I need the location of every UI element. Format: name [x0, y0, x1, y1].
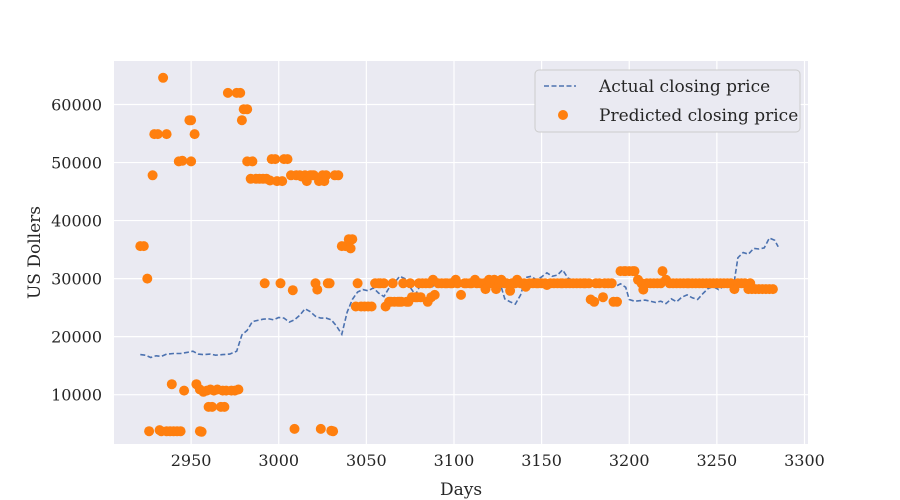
- predicted-point: [657, 266, 668, 277]
- predicted-point: [233, 384, 244, 395]
- predicted-point: [158, 72, 169, 83]
- predicted-point: [345, 243, 356, 254]
- predicted-point: [275, 278, 286, 289]
- x-tick-label: 3150: [521, 451, 562, 470]
- predicted-point: [629, 266, 640, 277]
- predicted-point: [589, 296, 600, 307]
- predicted-point: [505, 285, 516, 296]
- predicted-point: [315, 423, 326, 434]
- x-tick-label: 3100: [434, 451, 475, 470]
- predicted-point: [235, 87, 246, 98]
- predicted-point: [767, 284, 778, 295]
- y-axis-label: US Dollers: [25, 206, 45, 299]
- predicted-point: [152, 129, 163, 140]
- predicted-point: [270, 154, 281, 165]
- predicted-point: [405, 278, 416, 289]
- predicted-point: [219, 401, 230, 412]
- legend-predicted-label: Predicted closing price: [599, 106, 798, 126]
- y-tick-label: 10000: [51, 386, 102, 405]
- x-tick-label: 3250: [697, 451, 738, 470]
- predicted-point: [147, 170, 158, 181]
- predicted-point: [352, 278, 363, 289]
- x-tick-label: 3000: [258, 451, 299, 470]
- predicted-point: [166, 379, 177, 390]
- y-axis-ticks: 10000 20000 30000 40000 50000 60000: [51, 96, 102, 405]
- y-tick-label: 40000: [51, 212, 102, 231]
- predicted-point: [186, 156, 197, 167]
- predicted-point: [222, 87, 233, 98]
- y-tick-label: 20000: [51, 328, 102, 347]
- predicted-point: [328, 426, 339, 437]
- predicted-point: [179, 385, 190, 396]
- predicted-point: [452, 278, 463, 289]
- actual-price-line: [140, 236, 779, 359]
- x-axis-label: Days: [440, 480, 482, 500]
- legend: Actual closing price Predicted closing p…: [534, 69, 801, 133]
- predicted-point: [366, 301, 377, 312]
- predicted-point: [287, 285, 298, 296]
- predicted-point: [612, 296, 622, 307]
- predicted-point: [207, 401, 218, 412]
- predicted-point: [289, 423, 300, 434]
- predicted-point: [312, 284, 323, 295]
- predicted-point: [259, 278, 270, 289]
- predicted-series: [135, 72, 778, 437]
- predicted-point: [333, 170, 344, 181]
- x-tick-label: 3200: [609, 451, 650, 470]
- predicted-point: [196, 426, 207, 437]
- predicted-point: [177, 155, 188, 166]
- x-tick-label: 3300: [784, 451, 825, 470]
- predicted-point: [186, 115, 197, 126]
- actual-series: [140, 236, 779, 359]
- predicted-point: [598, 292, 608, 303]
- predicted-point: [161, 129, 172, 140]
- predicted-point: [324, 278, 335, 289]
- predicted-point: [583, 278, 594, 289]
- predicted-point: [398, 278, 409, 289]
- predicted-point: [142, 273, 153, 284]
- y-tick-label: 50000: [51, 154, 102, 173]
- predicted-point: [144, 426, 155, 437]
- predicted-point: [606, 278, 617, 289]
- predicted-point: [387, 278, 398, 289]
- x-tick-label: 3050: [346, 451, 387, 470]
- predicted-point: [175, 426, 186, 437]
- y-tick-label: 30000: [51, 270, 102, 289]
- x-axis-ticks: 2950 3000 3050 3100 3150 3200 3250 3300: [171, 451, 825, 470]
- predicted-point: [429, 289, 440, 300]
- y-tick-label: 60000: [51, 96, 102, 115]
- predicted-point: [282, 154, 293, 165]
- predicted-point: [347, 234, 358, 245]
- predicted-point: [378, 278, 389, 289]
- legend-box: [534, 69, 801, 133]
- x-tick-label: 2950: [171, 451, 212, 470]
- predicted-point: [456, 289, 466, 300]
- predicted-point: [138, 241, 149, 252]
- legend-predicted-swatch: [558, 110, 568, 120]
- predicted-point: [236, 115, 247, 126]
- predicted-point: [242, 104, 253, 115]
- legend-actual-label: Actual closing price: [598, 77, 770, 97]
- predicted-point: [189, 129, 200, 140]
- predicted-point: [247, 156, 258, 167]
- predicted-point: [277, 176, 288, 187]
- predicted-point: [321, 170, 332, 181]
